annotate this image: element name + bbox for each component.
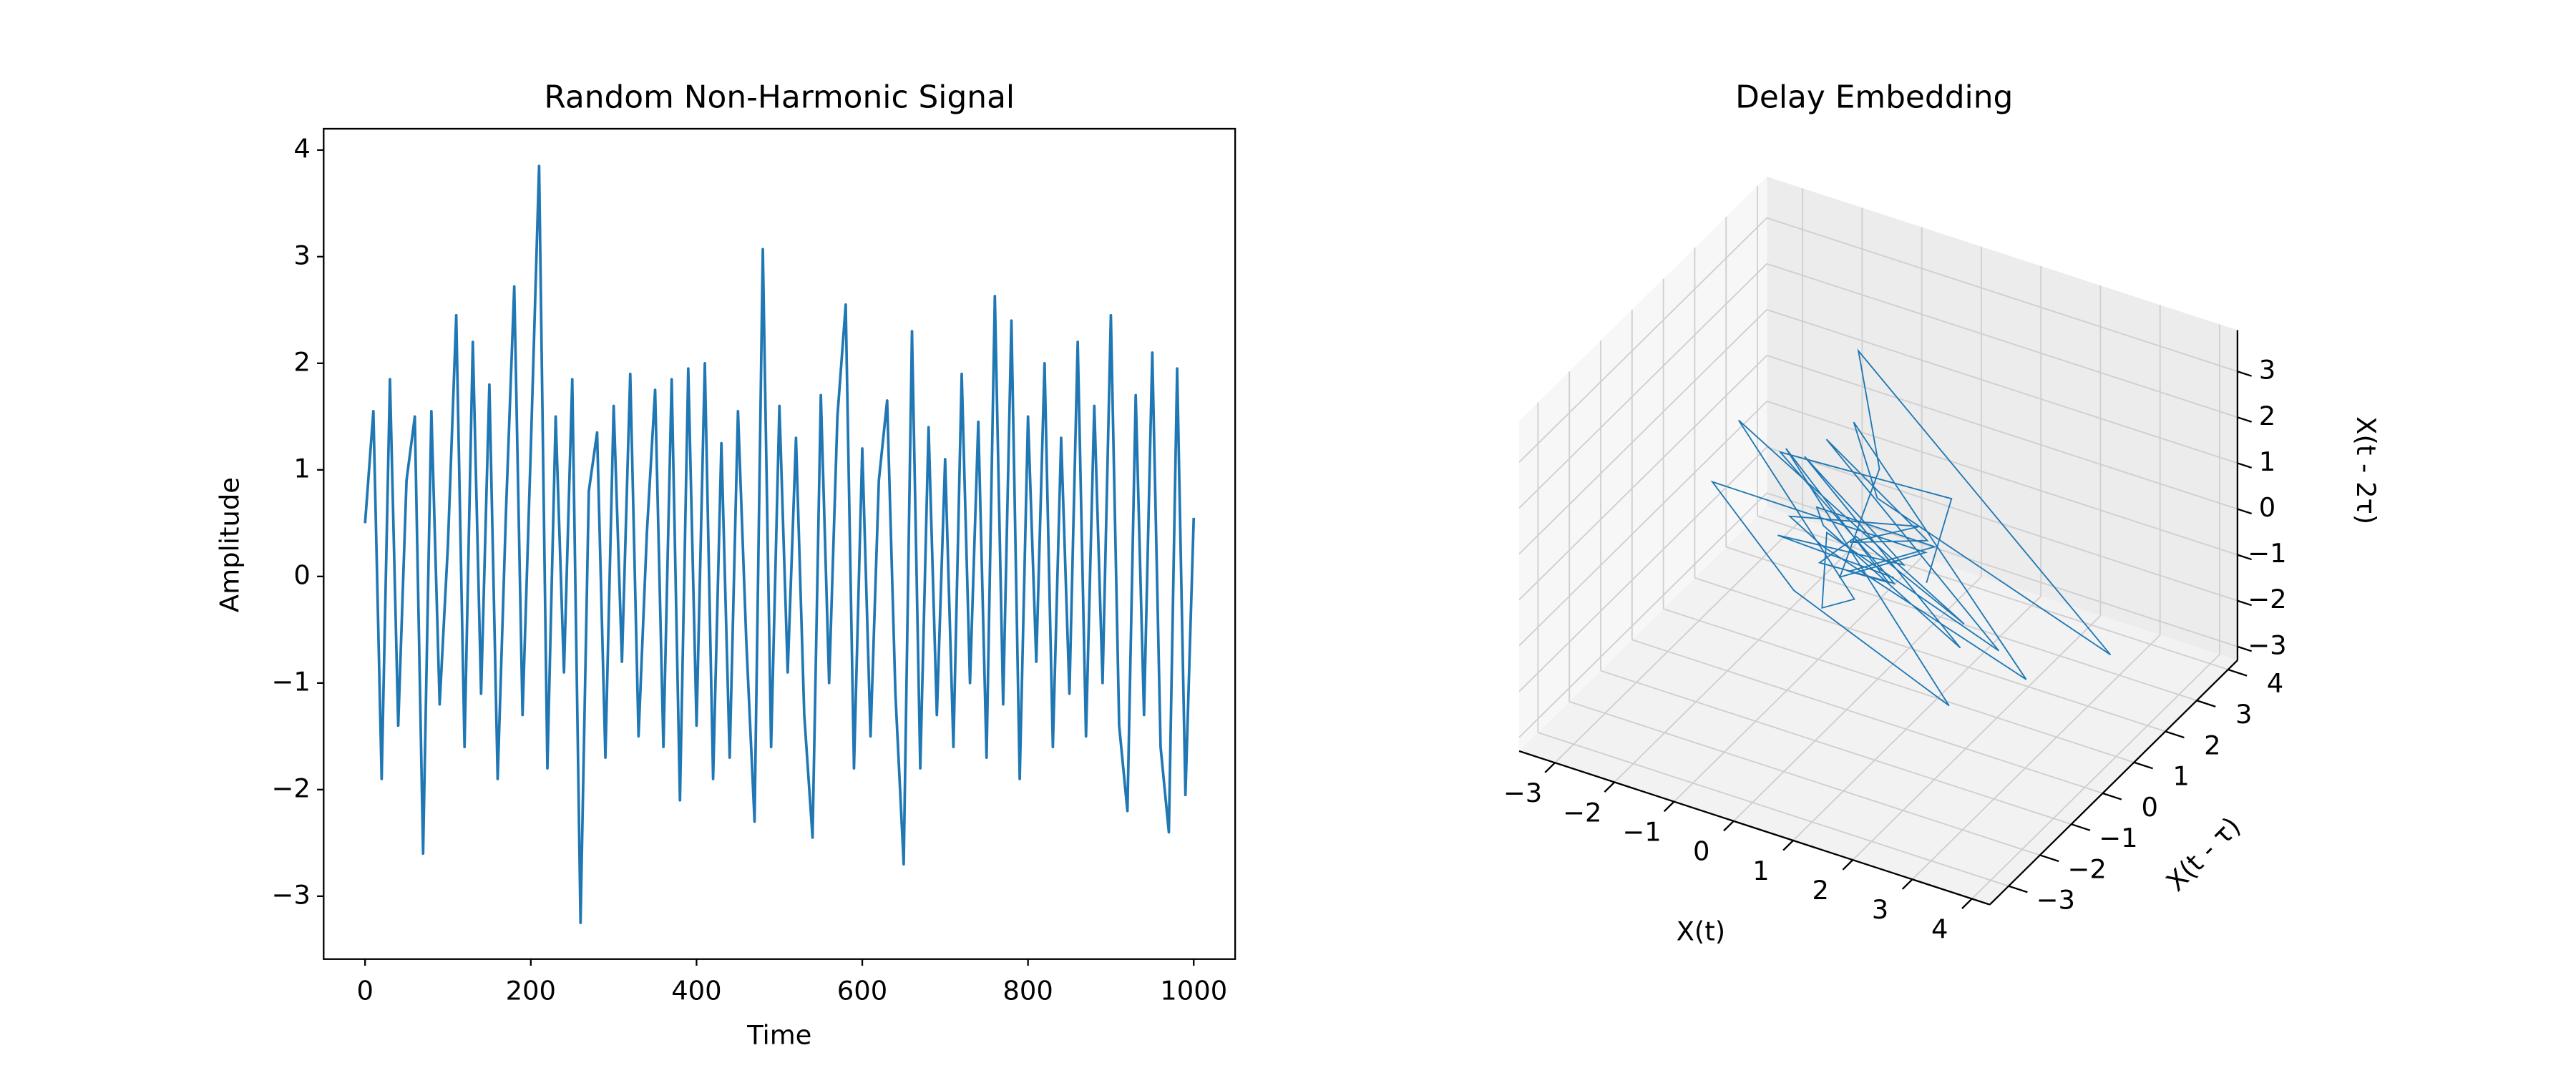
grid-line — [1518, 309, 1767, 555]
y-tick-label: 4 — [293, 133, 310, 164]
y-tick-label: 2 — [293, 346, 310, 377]
x-tick — [1961, 898, 1973, 909]
grid-line — [1694, 577, 2166, 733]
y-tick-label: −3 — [271, 879, 310, 910]
y-tick-label: 3 — [2235, 699, 2252, 730]
grid-line — [1518, 355, 1767, 601]
embedding-line — [1710, 348, 2112, 707]
y-tick — [2102, 792, 2122, 800]
grid-line — [1663, 608, 2135, 763]
grid-line — [1766, 401, 2238, 556]
x-axis-label: X(t) — [1677, 916, 1726, 946]
z-tick-label: −2 — [2248, 584, 2286, 614]
x-tick-label: −2 — [1563, 797, 1601, 828]
grid-line — [1518, 401, 1767, 647]
x-tick-label: 0 — [356, 975, 373, 1006]
grid-line — [1725, 546, 2197, 702]
grid-line — [1518, 446, 1767, 692]
x-tick-label: 1 — [1752, 856, 1769, 886]
x-tick-label: −3 — [1503, 778, 1542, 808]
z-tick-label: 3 — [2259, 355, 2275, 386]
y-tick-label: −2 — [271, 773, 310, 803]
x-tick-label: 3 — [1872, 894, 1888, 925]
x-tick-label: 2 — [1813, 875, 1829, 906]
y-tick-label: 1 — [293, 453, 310, 484]
y-axis-line — [1989, 660, 2238, 906]
z-tick — [2237, 554, 2253, 561]
plot-frame — [323, 127, 1236, 960]
y-tick-label: 3 — [293, 240, 310, 270]
x-tick — [1544, 762, 1556, 773]
x-tick-label: 200 — [506, 975, 556, 1006]
grid-line — [1766, 263, 2238, 418]
z-tick-label: −3 — [2248, 629, 2286, 660]
y-tick-label: −2 — [2067, 853, 2106, 884]
floor-pane — [1519, 506, 2238, 905]
y-axis-label: Amplitude — [215, 477, 245, 612]
z-tick — [2237, 462, 2253, 469]
z-tick-label: 0 — [2259, 492, 2275, 523]
left-pane — [1519, 176, 1767, 751]
signal-line — [364, 165, 1196, 924]
y-tick-label: 0 — [293, 559, 310, 590]
y-tick-label: −1 — [2099, 823, 2137, 853]
y-tick — [2071, 823, 2091, 831]
z-tick — [2237, 645, 2253, 652]
x-tick-label: 0 — [1693, 836, 1709, 867]
y-tick — [2008, 885, 2028, 893]
x-tick — [1604, 781, 1616, 793]
grid-line — [1518, 492, 1767, 738]
grid-line — [1600, 670, 2072, 825]
x-axis-label: Time — [746, 1020, 811, 1051]
grid-line — [1631, 639, 2103, 794]
grid-line — [1568, 700, 2041, 856]
y-tick-label: 1 — [2172, 761, 2189, 792]
x-tick-label: 1000 — [1160, 975, 1227, 1006]
grid-line — [1518, 217, 1767, 463]
chart-title: Delay Embedding — [1735, 79, 2013, 115]
grid-line — [1766, 217, 2238, 373]
z-tick-label: 2 — [2259, 401, 2275, 431]
y-tick-label: 0 — [2142, 792, 2158, 823]
z-tick — [2237, 371, 2253, 377]
grid-line — [1757, 515, 2229, 670]
z-tick — [2237, 508, 2253, 515]
z-tick-label: −1 — [2248, 538, 2286, 569]
x-tick — [1842, 859, 1854, 871]
chart-title: Random Non-Harmonic Signal — [544, 79, 1015, 115]
x-tick — [1901, 878, 1913, 890]
z-axis-label: X(t - 2τ) — [2351, 416, 2381, 524]
x-tick-label: 600 — [837, 975, 887, 1006]
y-tick — [2196, 700, 2216, 707]
y-tick-label: 2 — [2204, 730, 2220, 760]
z-tick-label: 1 — [2259, 446, 2275, 477]
x-tick — [1782, 840, 1794, 851]
y-tick-label: −1 — [271, 666, 310, 697]
grid-line — [1766, 308, 2238, 464]
x-tick-label: 4 — [1931, 913, 1948, 944]
x-tick-label: 800 — [1002, 975, 1053, 1006]
y-tick-label: 4 — [2267, 668, 2283, 699]
x-tick — [1663, 800, 1675, 813]
x-axis-line — [1518, 750, 1991, 906]
y-tick-label: −3 — [2036, 885, 2075, 916]
x-tick-label: −1 — [1622, 817, 1661, 848]
grid-line — [1766, 355, 2238, 510]
y-tick — [2228, 668, 2248, 677]
grid-line — [1766, 492, 2238, 647]
z-tick — [2237, 416, 2253, 423]
y-tick — [2165, 730, 2185, 739]
x-tick-label: 400 — [671, 975, 721, 1006]
z-tick — [2237, 599, 2253, 607]
y-tick — [2039, 854, 2059, 863]
grid-line — [1518, 263, 1767, 509]
y-tick — [2133, 761, 2153, 770]
grid-line — [1538, 732, 2009, 887]
x-tick — [1723, 820, 1735, 832]
